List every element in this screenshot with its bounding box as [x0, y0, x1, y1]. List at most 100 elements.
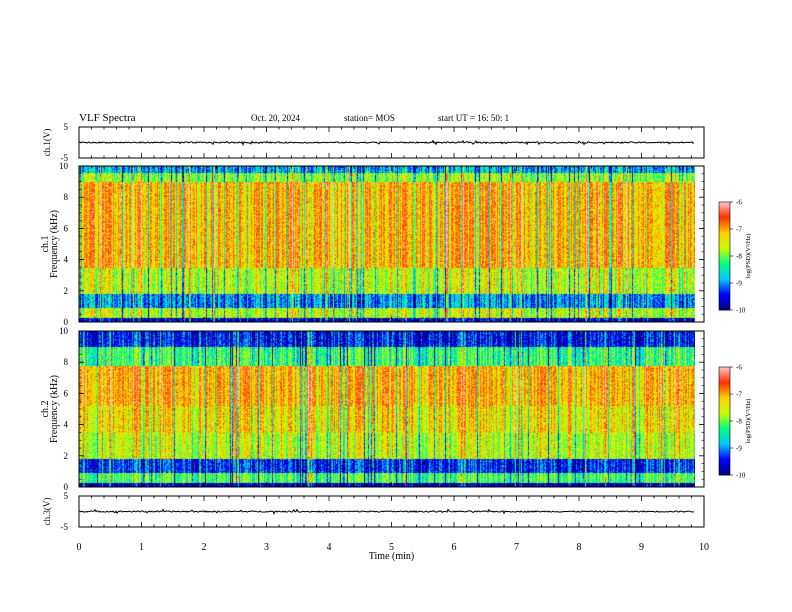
ch1-spectrogram-colorbar-cell: [719, 203, 730, 206]
ch1-spectrogram-colorbar-cell: [719, 281, 730, 284]
ch1-spectrogram-colorbar-cell: [719, 296, 730, 299]
ch2-spectrogram-ytick-label: 2: [64, 451, 69, 461]
ch1-spectrogram-colorbar-cell: [719, 234, 730, 237]
ch2-spectrogram-colorbar-cell: [719, 466, 730, 469]
x-tick-label: 2: [202, 542, 207, 553]
ch1-spectrogram-colorbar-cell: [719, 247, 730, 250]
ch2-spectrogram-colorbar-cell: [719, 398, 730, 400]
ch1-spectrogram-image: [79, 166, 695, 322]
ch1-spectrogram-colorbar-cell: [719, 287, 730, 289]
ch2-spectrogram-colorbar-cell: [719, 391, 730, 394]
ch2-spectrogram-colorbar-cell: [719, 419, 730, 422]
ch2-spectrogram-colorbar-cell: [719, 383, 730, 385]
ch2-spectrogram-colorbar-cell: [719, 403, 730, 406]
ch2-spectrogram-colorbar-cell: [719, 430, 730, 433]
ch1-spectrogram-colorbar-cell: [719, 285, 730, 288]
ch1-spectrogram-colorbar-cell: [719, 277, 730, 280]
ch1-spectrogram-ylabel: Frequency (kHz): [49, 210, 60, 278]
ch3-waveform-trace: [78, 508, 695, 515]
ch2-spectrogram-colorbar-cell: [719, 372, 730, 375]
ch1-spectrogram-colorbar-cell: [719, 254, 730, 257]
ch1-spectrogram-colorbar-cell: [719, 218, 730, 220]
spectrogram-layer: [79, 166, 695, 487]
ch2-spectrogram-colorbar-cell: [719, 410, 730, 412]
ch2-spectrogram-colorbar-cell: [719, 439, 730, 442]
ch2-spectrogram-colorbar-cell: [719, 435, 730, 438]
ch1-spectrogram-colorbar-cell: [719, 278, 730, 281]
ch1-spectrogram-ytick-label: 2: [64, 286, 69, 296]
x-tick-label: 3: [264, 542, 269, 553]
ch1-spectrogram-colorbar-cell: [719, 305, 730, 308]
ch1-spectrogram-colorbar-cell: [719, 292, 730, 295]
x-tick-label: 10: [699, 542, 709, 553]
ch1-spectrogram-ytick-label: 0: [64, 317, 69, 327]
ch1-spectrogram-colorbar-cell: [719, 276, 730, 278]
ch1-spectrogram-colorbar-cell: [719, 226, 730, 229]
x-tick-label: 6: [452, 542, 457, 553]
ch1-spectrogram-colorbar-cell: [719, 256, 730, 258]
station-label: station= MOS: [344, 113, 395, 123]
ch1-spectrogram-colorbar-tick-label: -8: [736, 253, 742, 261]
ch2-spectrogram-colorbar-cell: [719, 421, 730, 423]
ch1-waveform-ytick-label: 5: [64, 122, 69, 132]
ch1-spectrogram-colorbar-cell: [719, 266, 730, 269]
ch2-spectrogram-colorbar-cell: [719, 456, 730, 458]
ch2-spectrogram-colorbar-cell: [719, 454, 730, 457]
ch2-spectrogram-colorbar-cell: [719, 404, 730, 407]
ch2-spectrogram-colorbar-cell: [719, 402, 730, 404]
x-tick-label: 8: [577, 542, 582, 553]
ch2-spectrogram-colorbar-cell: [719, 414, 730, 416]
ch1-spectrogram-colorbar-cell: [719, 269, 730, 272]
ch1-spectrogram-colorbar-cell: [719, 249, 730, 251]
ch2-spectrogram-colorbar-cell: [719, 371, 730, 373]
ch2-spectrogram-colorbar-cell: [719, 458, 730, 461]
ch1-spectrogram-colorbar-cell: [719, 273, 730, 276]
x-tick-label: 4: [327, 542, 332, 553]
ch1-spectrogram-ylabel: ch.1: [40, 236, 51, 253]
ch2-spectrogram-colorbar-cell: [719, 388, 730, 391]
ch1-spectrogram-colorbar-cell: [719, 245, 730, 247]
x-tick-label: 5: [389, 542, 394, 553]
ch2-spectrogram-colorbar-cell: [719, 377, 730, 380]
ch1-spectrogram-colorbar-cell: [719, 265, 730, 268]
ch2-spectrogram-colorbar-tick-label: -6: [736, 364, 742, 372]
ch2-spectrogram-colorbar-cell: [719, 470, 730, 473]
ch2-spectrogram-colorbar-cell: [719, 468, 730, 470]
ch1-spectrogram-colorbar-cell: [719, 304, 730, 307]
ch2-spectrogram-colorbar-tick-label: -8: [736, 418, 742, 426]
ch1-spectrogram-colorbar-cell: [719, 261, 730, 264]
ch1-spectrogram-ytick-label: 6: [64, 223, 69, 233]
ch2-spectrogram-colorbar-cell: [719, 462, 730, 465]
ch1-spectrogram-colorbar-cell: [719, 260, 730, 262]
ch2-spectrogram-colorbar-cell: [719, 418, 730, 421]
ch2-spectrogram-colorbar-cell: [719, 453, 730, 456]
ch1-spectrogram-colorbar-cell: [719, 220, 730, 223]
ch2-spectrogram-ytick-label: 0: [64, 482, 69, 492]
ch1-spectrogram-colorbar-cell: [719, 237, 730, 239]
ch1-spectrogram-colorbar-cell: [719, 233, 730, 235]
ch1-spectrogram-colorbar-cell: [719, 202, 730, 204]
ch2-spectrogram-colorbar-cell: [719, 452, 730, 454]
ch2-spectrogram-colorbar-cell: [719, 431, 730, 434]
ch1-spectrogram-colorbar-cell: [719, 301, 730, 304]
ch1-spectrogram-colorbar-cell: [719, 299, 730, 301]
ch1-spectrogram-colorbar-cell: [719, 208, 730, 211]
ch1-spectrogram-colorbar-cell: [719, 242, 730, 245]
ch1-spectrogram-colorbar-cell: [719, 227, 730, 230]
ch1-spectrogram-colorbar-cell: [719, 243, 730, 246]
ch1-spectrogram-colorbar-cell: [719, 224, 730, 227]
ch2-spectrogram-colorbar-cell: [719, 376, 730, 379]
ch2-spectrogram-colorbar-cell: [719, 395, 730, 398]
ch2-spectrogram-colorbar-cell: [719, 446, 730, 449]
ch2-spectrogram-colorbar-cell: [719, 415, 730, 418]
ch2-spectrogram-ylabel: ch.2: [40, 401, 51, 418]
ch1-waveform-trace: [78, 139, 695, 146]
ch2-spectrogram-colorbar-cell: [719, 367, 730, 369]
ch2-spectrogram-colorbar-label: log(PSD)(V²/Hz): [745, 399, 752, 444]
ch2-spectrogram-colorbar-cell: [719, 434, 730, 437]
x-tick-label: 1: [139, 542, 144, 553]
ch1-spectrogram-colorbar-cell: [719, 235, 730, 238]
ch1-spectrogram-colorbar-cell: [719, 219, 730, 222]
